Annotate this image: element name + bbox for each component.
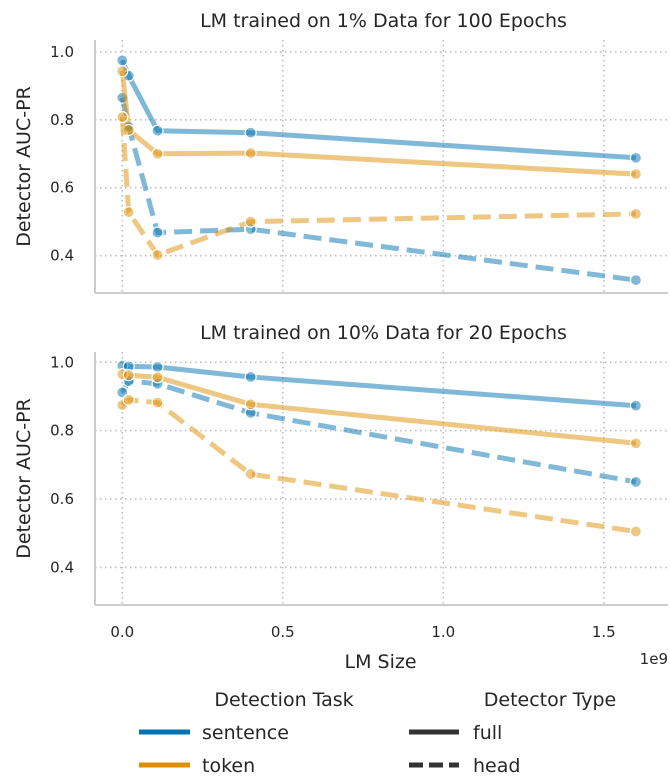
chart-title: LM trained on 1% Data for 100 Epochs <box>200 10 567 32</box>
legend-label-token: token <box>202 755 255 777</box>
data-point-sentence-full <box>244 370 257 384</box>
data-point-sentence-full <box>151 124 164 137</box>
y-tick-label: 1.0 <box>50 353 74 371</box>
chart-panel-bottom: 0.4 0.6 0.8 1.0 0.0 0.5 1.0 1.5 LM trained on 10… <box>13 322 668 673</box>
data-point-token-full <box>244 398 257 411</box>
y-tick-label: 0.8 <box>50 111 74 129</box>
data-point-token-head <box>629 207 642 220</box>
series-line-token-full <box>119 70 637 177</box>
legend-title-task: Detection Task <box>214 689 353 711</box>
data-point-sentence-full <box>629 151 642 164</box>
y-tick-label: 0.8 <box>50 422 74 440</box>
data-point-sentence-full <box>629 399 642 412</box>
x-offset-label: 1e9 <box>640 650 668 668</box>
data-point-token-full <box>629 437 642 450</box>
series-line-token-head <box>119 116 636 258</box>
y-axis-label: Detector AUC-PR <box>13 86 35 247</box>
data-point-token-head <box>629 525 642 538</box>
series-line-sentence-head <box>119 97 637 283</box>
data-point-token-head <box>122 206 135 219</box>
data-point-token-head <box>122 393 135 406</box>
y-tick-label: 0.6 <box>50 179 74 197</box>
y-tick-label: 0.4 <box>50 247 74 265</box>
x-tick-label: 1.0 <box>431 623 455 641</box>
data-point-token-full <box>122 369 135 382</box>
x-axis-label: LM Size <box>344 651 416 673</box>
legend: Detection Task sentence token Detector Type… <box>139 689 616 777</box>
y-tick-label: 0.4 <box>50 558 74 576</box>
data-point-token-full <box>151 147 164 160</box>
legend-label-head: head <box>473 755 520 777</box>
series-line-sentence-full <box>119 59 637 161</box>
data-point-sentence-full <box>244 126 257 139</box>
x-tick-label: 0.5 <box>271 623 295 641</box>
data-point-token-full <box>151 371 164 384</box>
data-point-sentence-full <box>116 54 129 67</box>
legend-title-type: Detector Type <box>484 689 616 711</box>
legend-label-sentence: sentence <box>202 722 289 744</box>
x-tick-label: 0.0 <box>110 623 134 641</box>
legend-label-full: full <box>473 722 502 744</box>
data-point-token-head <box>244 467 257 481</box>
data-point-token-head <box>116 110 129 124</box>
data-point-token-head <box>151 396 164 409</box>
data-point-sentence-head <box>629 273 642 287</box>
chart-panel-top: 0.4 0.6 0.8 1.0 LM trained on 1% Data for 10… <box>13 10 668 294</box>
data-point-sentence-head <box>151 226 164 239</box>
y-tick-label: 0.6 <box>50 490 74 508</box>
data-point-token-full <box>116 65 129 78</box>
data-point-token-full <box>244 146 257 160</box>
data-point-token-full <box>629 168 642 181</box>
data-point-token-head <box>244 215 257 228</box>
data-point-sentence-head <box>629 475 642 489</box>
x-tick-label: 1.5 <box>592 623 616 641</box>
series-line-sentence-full <box>122 363 637 409</box>
data-point-sentence-full <box>151 360 164 374</box>
series-line-sentence-head <box>120 378 637 485</box>
y-axis-label: Detector AUC-PR <box>13 398 35 559</box>
data-point-token-head <box>151 248 164 262</box>
chart-title: LM trained on 10% Data for 20 Epochs <box>200 322 567 344</box>
y-tick-label: 1.0 <box>50 43 74 61</box>
